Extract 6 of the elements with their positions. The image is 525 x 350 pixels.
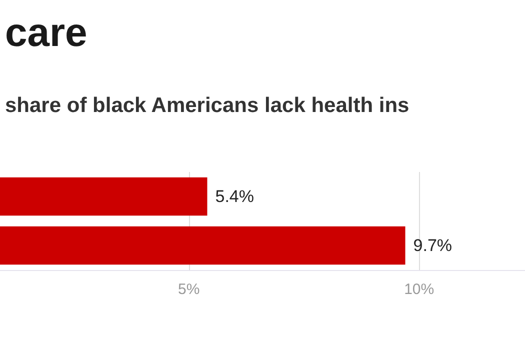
data-label: 5.4% [215,187,254,206]
x-tick-label: 10% [404,281,434,298]
chart-subtitle: share of black Americans lack health ins [5,94,410,117]
x-tick-label: 5% [178,281,200,298]
chart-title: care [5,11,88,55]
data-label: 9.7% [413,236,452,255]
